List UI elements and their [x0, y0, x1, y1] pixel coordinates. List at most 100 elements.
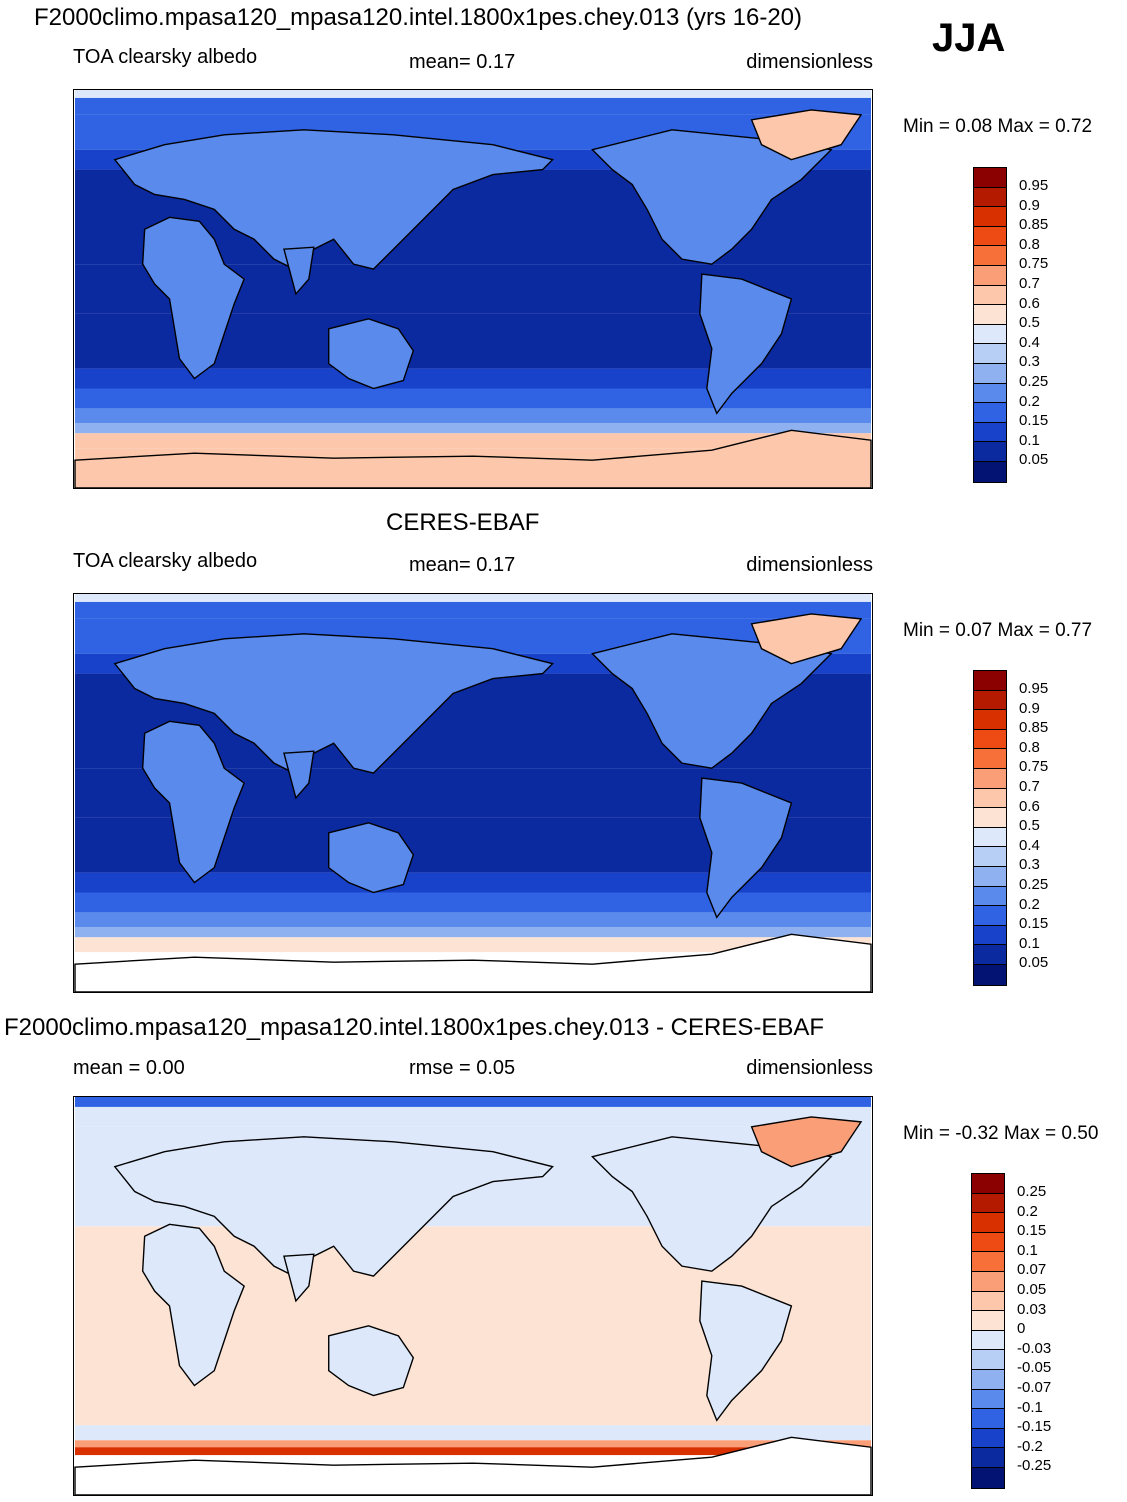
- panel3-units-label: dimensionless: [746, 1057, 873, 1079]
- colorbar-swatch: [974, 363, 1006, 384]
- colorbar-swatch: [972, 1448, 1004, 1468]
- coastline: [699, 777, 793, 919]
- colorbar-tick-label: 0.8: [1019, 738, 1040, 756]
- coastline: [283, 1253, 315, 1303]
- field-band: [75, 1425, 871, 1441]
- coastline: [113, 633, 554, 774]
- coastline: [699, 273, 793, 415]
- colorbar-swatch: [974, 671, 1006, 691]
- colorbar-tick-label: 0.05: [1017, 1281, 1047, 1298]
- panel1-mean-label: mean= 0.17: [409, 51, 516, 73]
- field-band: [75, 927, 871, 938]
- coastline: [141, 216, 245, 380]
- colorbar-tick-label: 0.8: [1019, 235, 1040, 253]
- colorbar-tick-label: 0.85: [1019, 719, 1049, 737]
- colorbar-swatch: [972, 1369, 1004, 1390]
- colorbar-swatch: [972, 1291, 1004, 1312]
- colorbar-swatch: [972, 1428, 1004, 1449]
- colorbar-tick-label: 0.2: [1017, 1202, 1038, 1220]
- field-band: [75, 423, 871, 434]
- colorbar-swatch: [972, 1232, 1004, 1253]
- map-svg: [74, 1097, 872, 1495]
- colorbar-tick-label: 0.75: [1019, 255, 1049, 273]
- panel2-units-label: dimensionless: [746, 554, 873, 576]
- field-band: [75, 388, 871, 409]
- coastline: [750, 109, 863, 161]
- panel2-colorbar: [973, 670, 1007, 986]
- coastline: [328, 822, 415, 894]
- colorbar-swatch: [974, 729, 1006, 750]
- colorbar-tick-label: 0.15: [1019, 915, 1049, 933]
- colorbar-swatch: [974, 788, 1006, 809]
- colorbar-tick-label: 0.9: [1019, 196, 1040, 214]
- colorbar-swatch: [974, 768, 1006, 789]
- panel1-minmax: Min = 0.08 Max = 0.72: [903, 116, 1093, 137]
- colorbar-swatch: [974, 168, 1006, 188]
- coastline-layer: [74, 1116, 872, 1495]
- colorbar-swatch: [972, 1213, 1004, 1233]
- colorbar-tick-label: 0.3: [1019, 856, 1040, 874]
- colorbar-tick-label: -0.1: [1017, 1398, 1043, 1416]
- colorbar-tick-label: 0.1: [1019, 431, 1040, 449]
- panel2-variable-label: TOA clearsky albedo: [73, 550, 258, 572]
- field-band: [75, 892, 871, 913]
- colorbar-tick-label: 0.05: [1019, 451, 1049, 469]
- colorbar-tick-label: 0.7: [1019, 275, 1040, 292]
- colorbar-swatch: [972, 1311, 1004, 1331]
- map-svg: [74, 594, 872, 992]
- panel1-colorbar: [973, 167, 1007, 483]
- colorbar-tick-label: 0.4: [1019, 836, 1040, 854]
- colorbar-tick-label: 0.75: [1019, 758, 1049, 776]
- colorbar-tick-label: 0.5: [1019, 314, 1040, 332]
- panel1-variable-label: TOA clearsky albedo: [73, 46, 258, 68]
- colorbar-swatch: [974, 246, 1006, 266]
- field-band: [75, 937, 871, 953]
- colorbar-swatch: [972, 1174, 1004, 1194]
- colorbar-tick-label: 0.2: [1019, 895, 1040, 913]
- colorbar-swatch: [972, 1271, 1004, 1292]
- panel2-heading: CERES-EBAF: [386, 509, 540, 536]
- field-band: [75, 1447, 871, 1456]
- colorbar-swatch: [972, 1330, 1004, 1351]
- colorbar-swatch: [974, 226, 1006, 247]
- coastline: [113, 1136, 554, 1277]
- field-band: [75, 408, 871, 424]
- colorbar-tick-label: 0.3: [1019, 353, 1040, 371]
- colorbar-tick-label: 0.2: [1019, 392, 1040, 410]
- colorbar-tick-label: 0.95: [1019, 177, 1049, 194]
- colorbar-tick-label: 0.25: [1017, 1183, 1047, 1200]
- field-band: [75, 912, 871, 928]
- colorbar-swatch: [974, 906, 1006, 926]
- coastline: [74, 933, 872, 992]
- panel1-map: [73, 89, 873, 489]
- colorbar-swatch: [974, 344, 1006, 364]
- colorbar-tick-label: -0.03: [1017, 1339, 1052, 1357]
- coastline: [750, 1116, 863, 1168]
- colorbar-tick-label: 0.07: [1017, 1261, 1047, 1279]
- coastline: [750, 613, 863, 665]
- panel2-map: [73, 593, 873, 993]
- field-band: [75, 90, 871, 98]
- colorbar-tick-label: 0: [1017, 1320, 1026, 1338]
- season-label: JJA: [932, 16, 1006, 60]
- panel3-heading: F2000climo.mpasa120_mpasa120.intel.1800x…: [4, 1014, 825, 1041]
- coastline: [113, 129, 554, 270]
- field-band: [75, 872, 871, 893]
- colorbar-tick-label: 0.6: [1019, 294, 1040, 312]
- colorbar-tick-label: -0.2: [1017, 1437, 1043, 1455]
- colorbar-swatch: [974, 461, 1006, 482]
- field-band: [75, 1106, 871, 1127]
- coastline: [283, 246, 315, 296]
- coastline: [328, 1325, 415, 1397]
- colorbar-tick-label: 0.15: [1019, 412, 1049, 430]
- colorbar-swatch: [974, 383, 1006, 404]
- colorbar-tick-label: -0.05: [1017, 1359, 1052, 1377]
- colorbar-swatch: [974, 265, 1006, 286]
- colorbar-tick-label: 0.9: [1019, 699, 1040, 717]
- map-svg: [74, 90, 872, 488]
- colorbar-swatch: [974, 207, 1006, 227]
- panel1-units-label: dimensionless: [746, 51, 873, 73]
- colorbar-swatch: [972, 1409, 1004, 1429]
- colorbar-swatch: [974, 285, 1006, 306]
- coastline-layer: [74, 613, 872, 992]
